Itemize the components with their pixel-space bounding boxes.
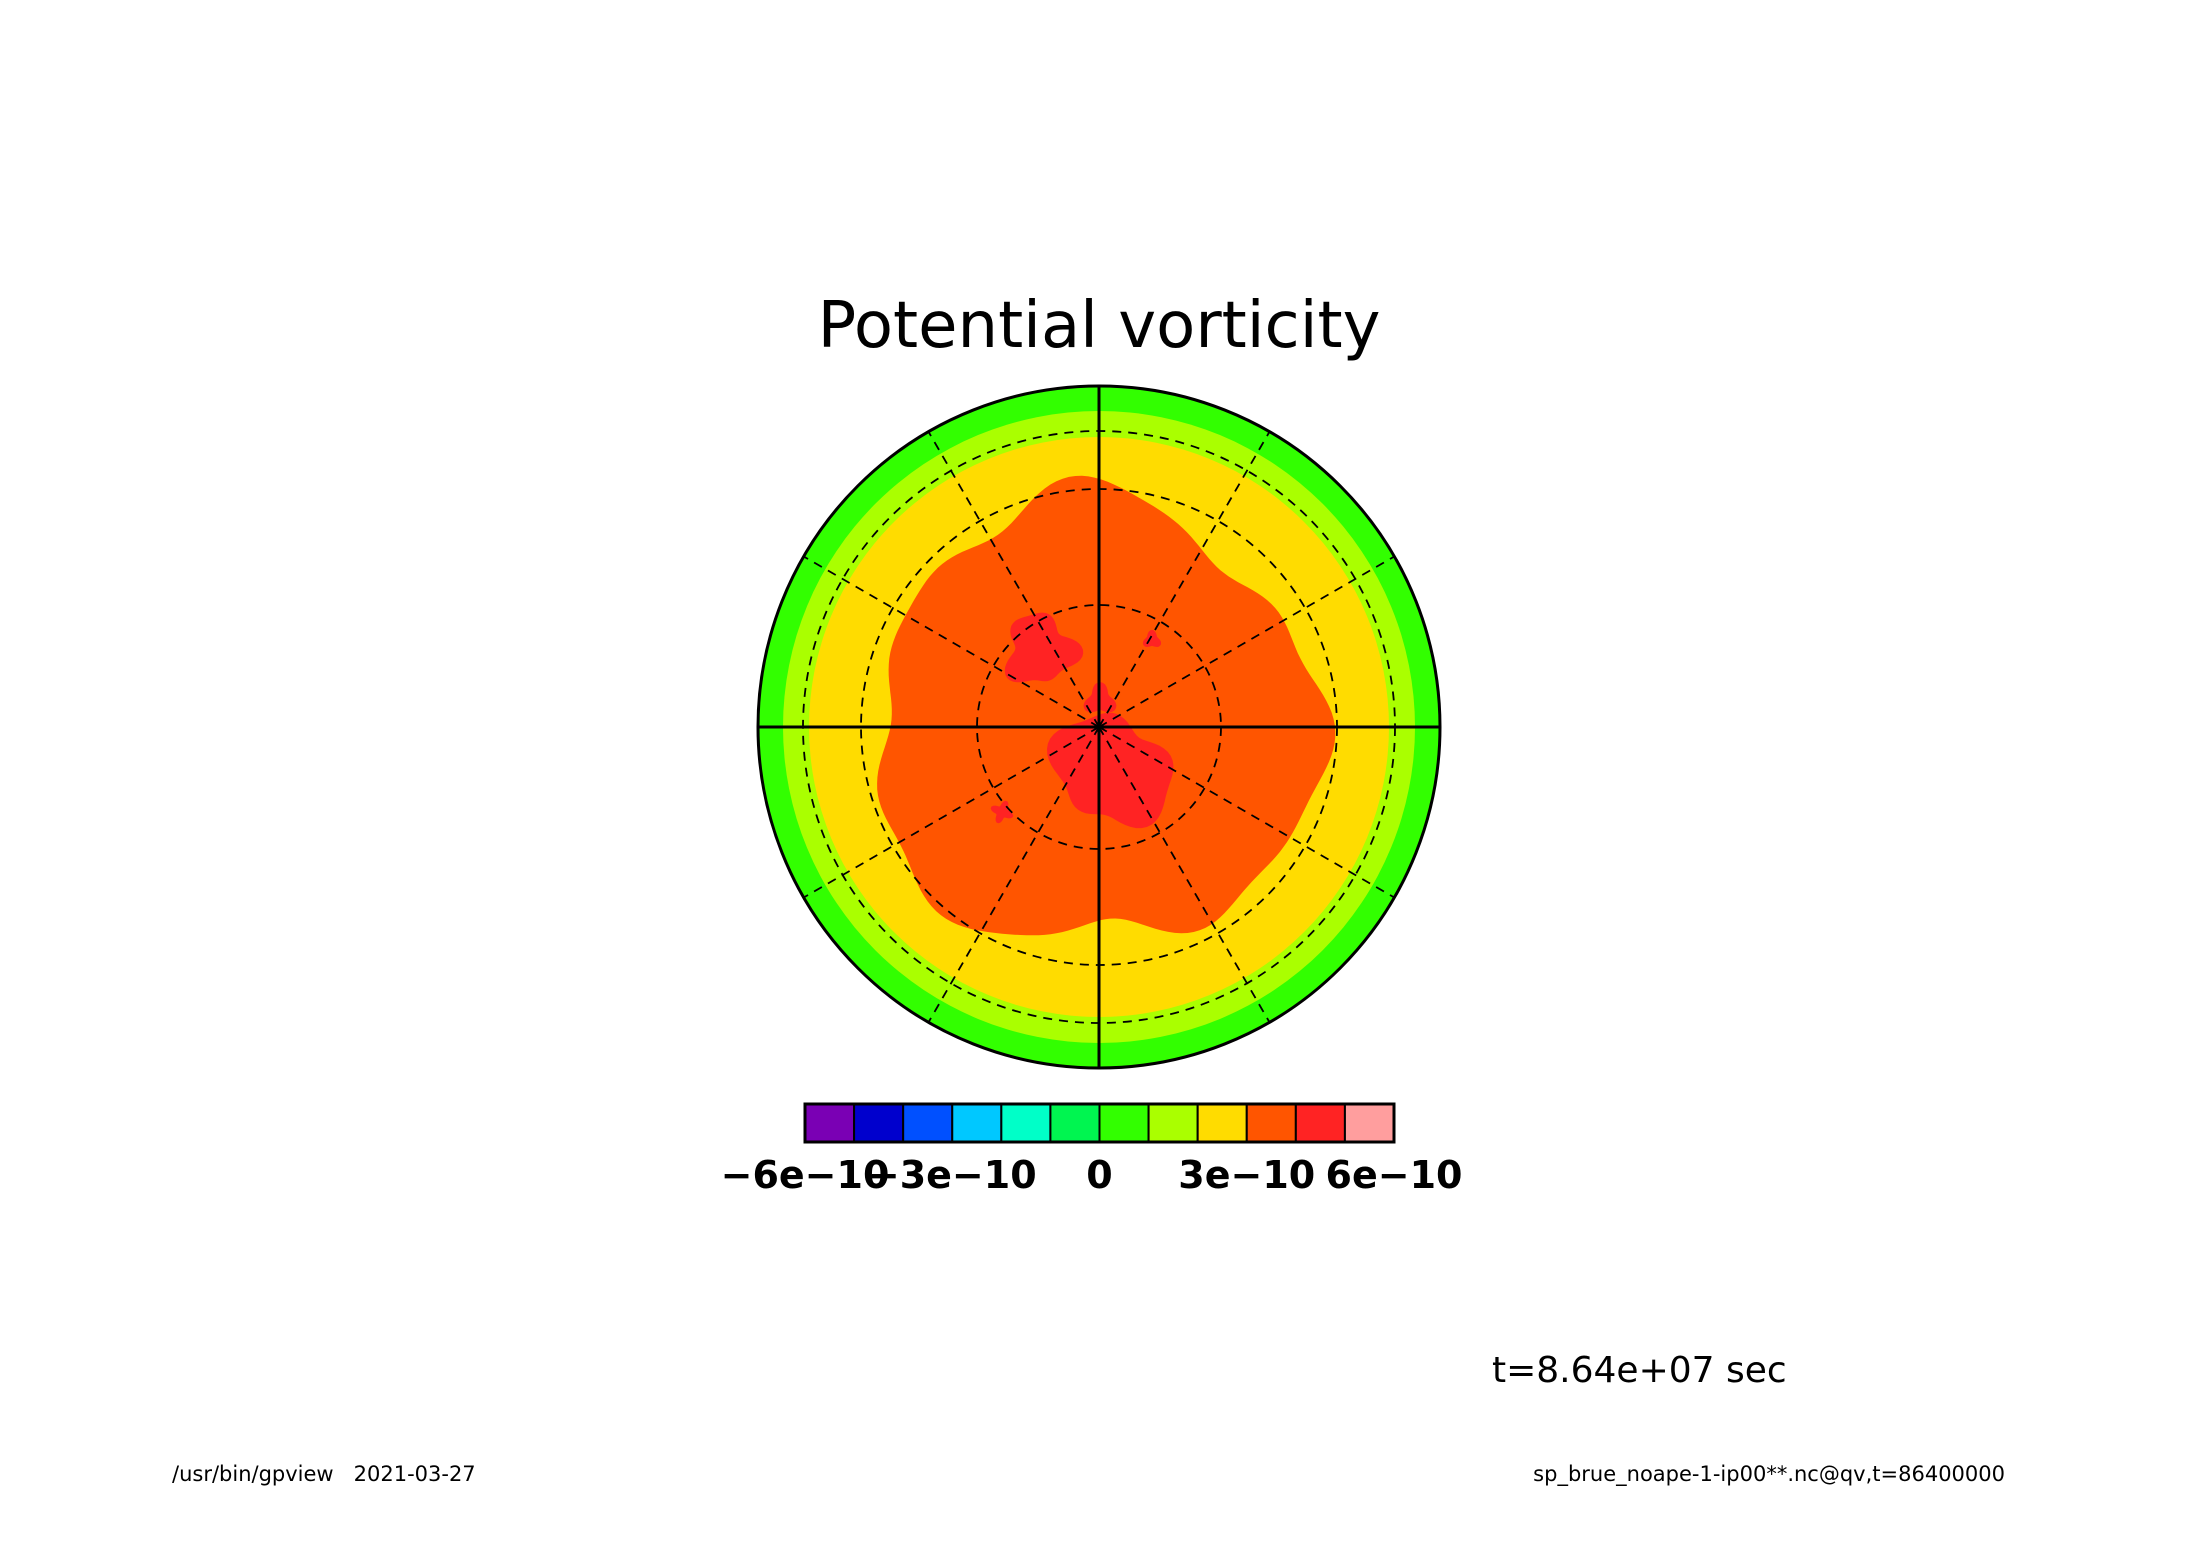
colorbar-swatch (804, 1103, 856, 1143)
meridian-line (1098, 726, 1271, 1023)
colorbar-swatch (1098, 1103, 1150, 1143)
colorbar-tick-label: 6e−10 (1326, 1153, 1463, 1197)
colorbar-swatch (1196, 1103, 1248, 1143)
colorbar (803, 1102, 1396, 1144)
meridian-line (803, 555, 1100, 728)
footer-left: /usr/bin/gpview 2021-03-27 (172, 1462, 476, 1486)
colorbar-tick-label: 3e−10 (1178, 1153, 1315, 1197)
footer-right: sp_brue_noape-1-ip00**.nc@qv,t=86400000 (1533, 1462, 2005, 1487)
meridian-line (927, 431, 1100, 728)
chart-title: Potential vorticity (818, 289, 1381, 363)
colorbar-tick-label: 0 (1086, 1153, 1112, 1197)
pv-field (758, 386, 1440, 1068)
polar-grid (758, 386, 1440, 1068)
colorbar-swatch (1245, 1103, 1297, 1143)
colorbar-swatch (1343, 1103, 1395, 1143)
meridian-line (927, 726, 1100, 1023)
colorbar-labels: −6e−10−3e−10 0 3e−10 6e−10 (721, 1153, 1463, 1197)
colorbar-swatch (853, 1103, 905, 1143)
colorbar-frame (803, 1102, 1396, 1144)
core-patch (1047, 712, 1174, 829)
meridian-line (1098, 726, 1395, 899)
colorbar-swatch (951, 1103, 1003, 1143)
colorbar-tick-label: −3e−10 (868, 1153, 1037, 1197)
colorbar-swatch (1000, 1103, 1052, 1143)
colorbar-swatch (1147, 1103, 1199, 1143)
disk-border (756, 384, 1442, 1070)
colorbar-swatch (1294, 1103, 1346, 1143)
meridian-line (803, 726, 1100, 899)
time-label: t=8.64e+07 sec (1492, 1350, 1787, 1391)
core-patch (990, 800, 1014, 824)
colorbar-tick-label: −6e−10 (721, 1153, 890, 1197)
colorbar-swatch (1049, 1103, 1101, 1143)
colorbar-swatch (902, 1103, 954, 1143)
meridian-line (1098, 431, 1271, 728)
meridian-line (1098, 555, 1395, 728)
